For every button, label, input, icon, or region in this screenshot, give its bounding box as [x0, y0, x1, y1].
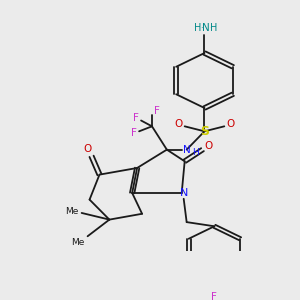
Text: O: O — [226, 119, 234, 129]
Text: H: H — [210, 23, 217, 33]
Text: N: N — [183, 145, 190, 154]
Text: S: S — [200, 125, 209, 138]
Text: H: H — [192, 148, 199, 158]
Text: F: F — [212, 292, 217, 300]
Text: F: F — [133, 113, 139, 123]
Text: F: F — [154, 106, 160, 116]
Text: O: O — [175, 119, 183, 129]
Text: Me: Me — [65, 207, 78, 216]
Text: ·: · — [209, 24, 212, 33]
Text: Me: Me — [71, 238, 84, 247]
Text: N: N — [202, 23, 209, 33]
Text: F: F — [131, 128, 137, 138]
Text: H: H — [194, 23, 201, 33]
Text: N: N — [179, 188, 188, 198]
Text: ·: · — [200, 24, 203, 33]
Text: O: O — [83, 144, 92, 154]
Text: O: O — [204, 141, 213, 151]
